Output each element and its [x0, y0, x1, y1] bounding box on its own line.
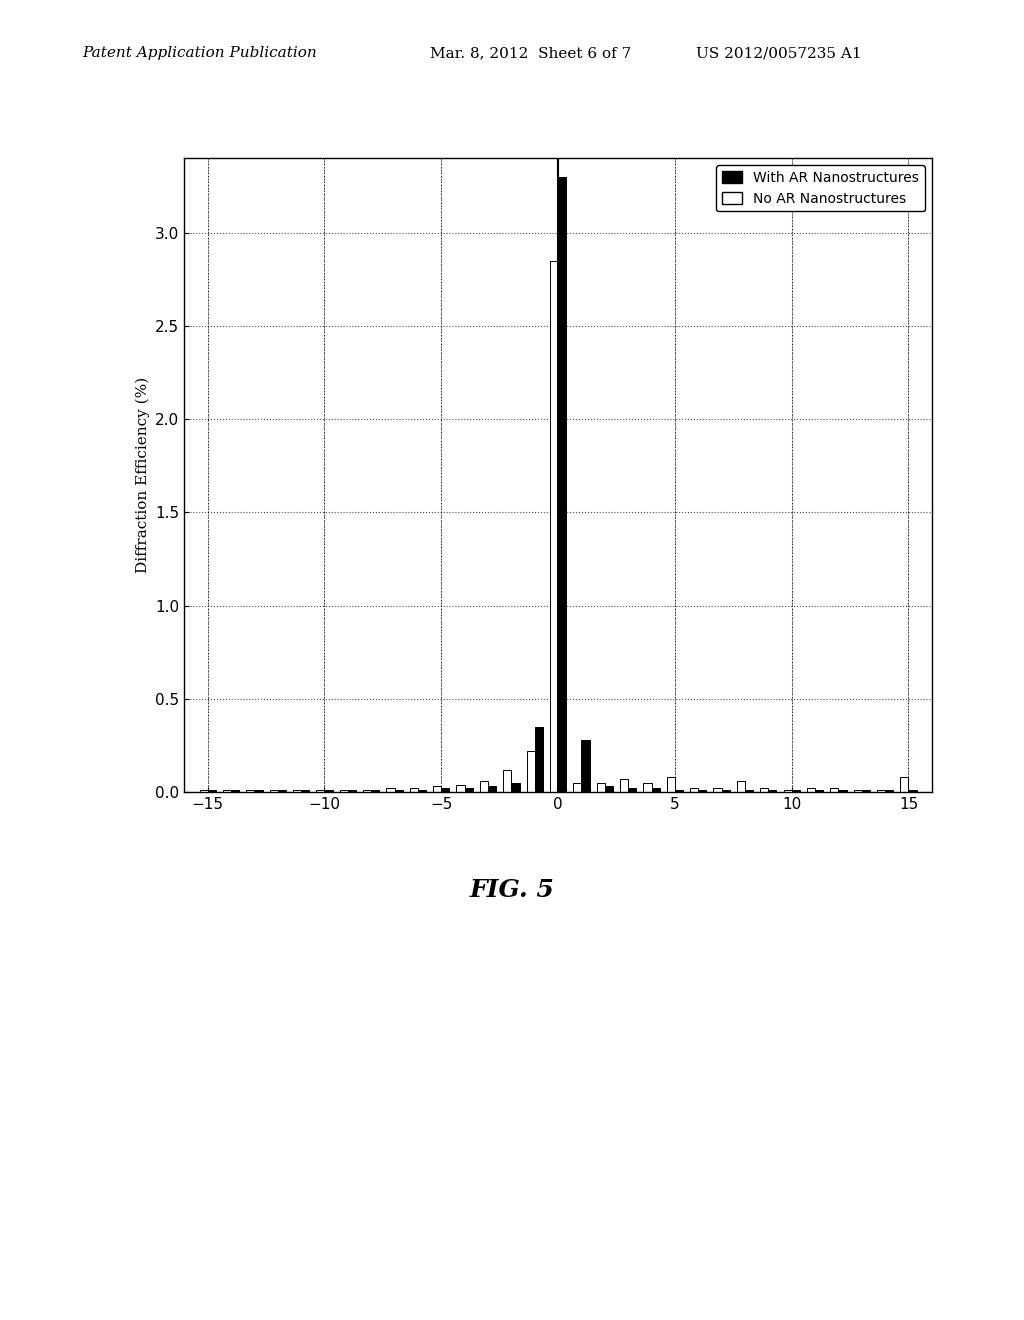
Bar: [854, 791, 862, 792]
Bar: [325, 791, 333, 792]
Legend: With AR Nanostructures, No AR Nanostructures: With AR Nanostructures, No AR Nanostruct…: [716, 165, 925, 211]
Bar: [231, 791, 240, 792]
Bar: [830, 788, 839, 792]
Bar: [714, 788, 722, 792]
Bar: [441, 788, 450, 792]
Bar: [628, 788, 636, 792]
Bar: [269, 791, 278, 792]
Bar: [643, 783, 651, 792]
Bar: [885, 791, 893, 792]
Bar: [278, 791, 286, 792]
Bar: [900, 777, 908, 792]
Bar: [582, 739, 590, 792]
Bar: [200, 791, 208, 792]
Bar: [348, 791, 356, 792]
Bar: [620, 779, 628, 792]
Text: Mar. 8, 2012  Sheet 6 of 7: Mar. 8, 2012 Sheet 6 of 7: [430, 46, 632, 61]
Bar: [223, 791, 231, 792]
Bar: [722, 791, 730, 792]
Bar: [667, 777, 675, 792]
Bar: [908, 791, 916, 792]
Bar: [457, 784, 465, 792]
Bar: [511, 783, 519, 792]
Bar: [744, 791, 753, 792]
Bar: [807, 788, 815, 792]
Bar: [488, 787, 497, 792]
Bar: [293, 791, 301, 792]
Bar: [371, 791, 379, 792]
Bar: [386, 788, 394, 792]
Bar: [364, 791, 371, 792]
Bar: [760, 788, 768, 792]
Text: US 2012/0057235 A1: US 2012/0057235 A1: [696, 46, 862, 61]
Bar: [690, 788, 698, 792]
Bar: [433, 787, 441, 792]
Y-axis label: Diffraction Efficiency (%): Diffraction Efficiency (%): [135, 378, 150, 573]
Bar: [737, 781, 744, 792]
Bar: [698, 791, 707, 792]
Bar: [503, 770, 511, 792]
Bar: [394, 791, 402, 792]
Bar: [768, 791, 776, 792]
Bar: [301, 791, 309, 792]
Bar: [410, 788, 418, 792]
Bar: [792, 791, 800, 792]
Bar: [675, 791, 683, 792]
Bar: [783, 791, 792, 792]
Bar: [877, 791, 885, 792]
Bar: [340, 791, 348, 792]
Text: FIG. 5: FIG. 5: [470, 878, 554, 902]
Bar: [480, 781, 488, 792]
Bar: [418, 791, 426, 792]
Bar: [605, 787, 613, 792]
Bar: [550, 261, 558, 792]
Text: Patent Application Publication: Patent Application Publication: [82, 46, 316, 61]
Bar: [316, 791, 325, 792]
Bar: [597, 783, 605, 792]
Bar: [254, 791, 262, 792]
Bar: [815, 791, 823, 792]
Bar: [862, 791, 870, 792]
Bar: [651, 788, 659, 792]
Bar: [526, 751, 535, 792]
Bar: [839, 791, 847, 792]
Bar: [558, 177, 566, 792]
Bar: [208, 791, 216, 792]
Bar: [573, 783, 582, 792]
Bar: [465, 788, 473, 792]
Bar: [246, 791, 254, 792]
Bar: [535, 727, 543, 792]
